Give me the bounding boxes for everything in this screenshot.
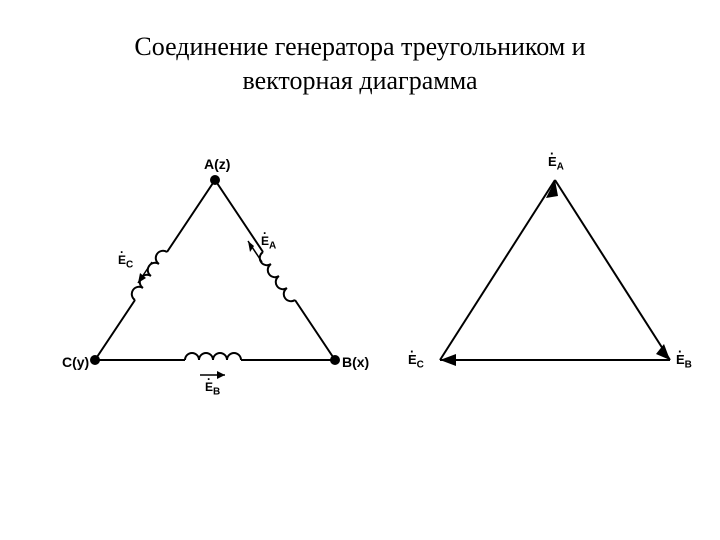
label-c: C(y) [62,354,89,370]
label-ea-left: · EA [261,234,276,251]
node-c [90,355,100,365]
label-b: B(x) [342,354,369,370]
left-circuit-diagram [90,175,340,379]
label-ec-left: · EC [118,253,133,270]
coil-left [132,251,167,300]
coil-right [260,252,295,301]
title-line2: векторная диаграмма [242,66,477,95]
coil-bottom [185,353,241,360]
label-eb-right: · EB [676,352,692,371]
diagrams-svg [0,140,720,520]
title-line1: Соединение генератора треугольником и [134,32,585,61]
label-ec-right: · EC [408,352,424,371]
right-vector-diagram [440,180,670,366]
label-a: A(z) [204,156,230,172]
diagram-container: A(z) B(x) C(y) · EA · EC · EB · EA · EB [0,140,720,520]
node-a [210,175,220,185]
label-ea-right: · EA [548,154,564,173]
node-b [330,355,340,365]
label-eb-left: · EB [205,380,220,397]
page-title: Соединение генератора треугольником и ве… [0,0,720,98]
